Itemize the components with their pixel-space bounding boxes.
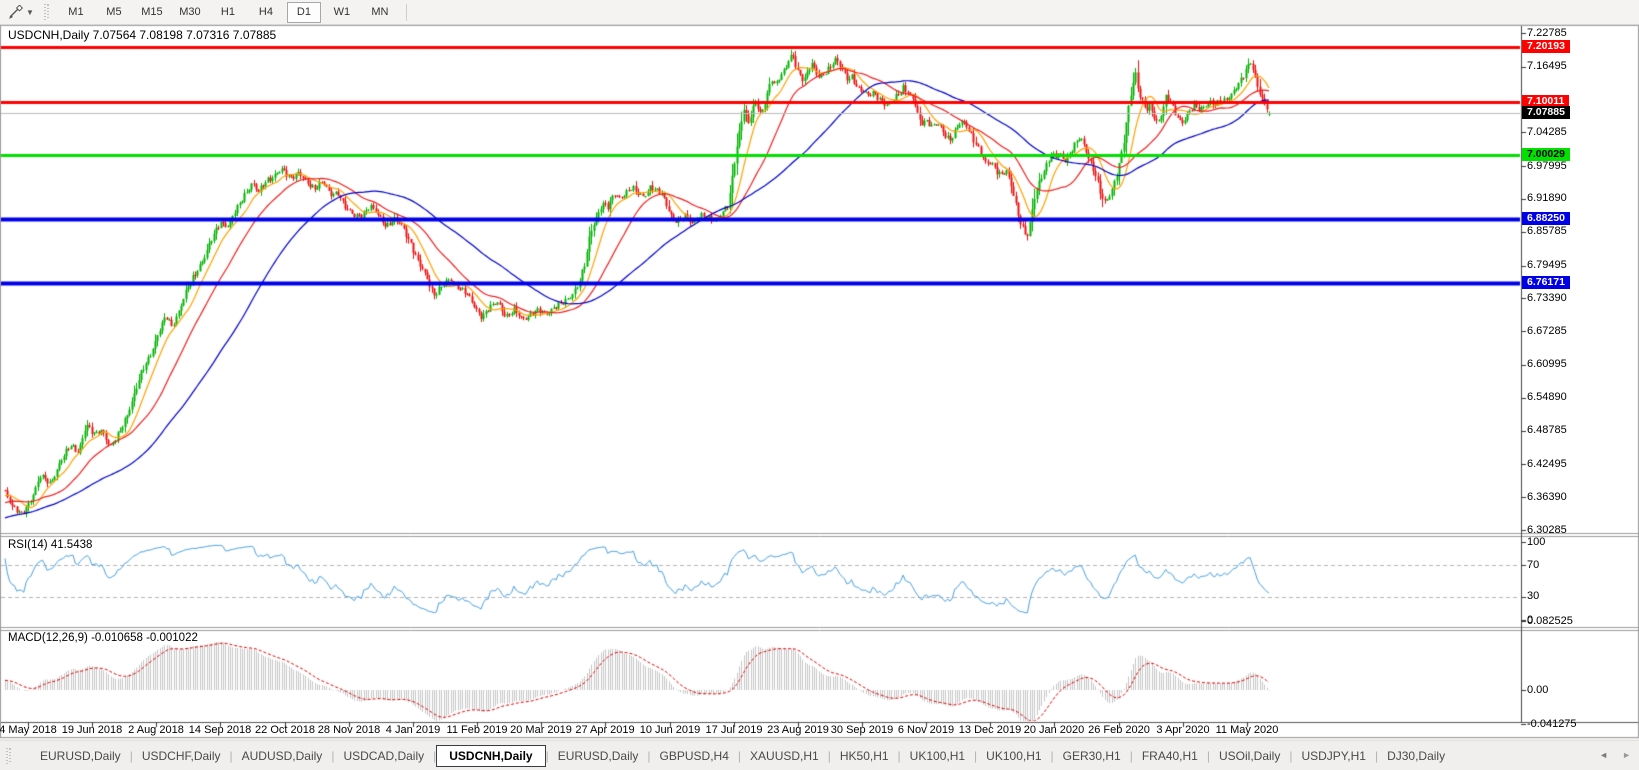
tab-separator: | (897, 748, 901, 763)
timeframe-toolbar: ▼ M1 M5 M15 M30 H1 H4 D1 W1 MN (0, 0, 1639, 25)
tab-scroll-left-button[interactable]: ◄ (1599, 750, 1609, 760)
chart-tab-usdjpy-h1[interactable]: USDJPY,H1 (1301, 748, 1366, 763)
toolbar-grip (43, 4, 49, 20)
timeframe-button-m15[interactable]: M15 (141, 6, 163, 18)
tab-separator: | (331, 748, 335, 763)
chart-tab-bar: EURUSD,Daily | USDCHF,Daily | AUDUSD,Daily | U… (0, 740, 1639, 770)
chart-tab-uk100-h1[interactable]: UK100,H1 (986, 748, 1042, 763)
tab-separator: | (1374, 748, 1379, 763)
tab-scroll-right-button[interactable]: ► (1622, 750, 1631, 760)
timeframe-button-m1[interactable]: M1 (68, 6, 84, 18)
tab-separator: | (1129, 748, 1133, 763)
chart-tab-usdchf-daily[interactable]: USDCHF,Daily (141, 748, 221, 763)
chart-tab-usoil-daily[interactable]: USOil,Daily (1218, 748, 1281, 763)
line-studies-tool-button[interactable]: ▼ (4, 2, 38, 22)
chart-tab-usdcnh-daily[interactable]: USDCNH,Daily (436, 744, 546, 767)
chart-tab-eurusd-daily[interactable]: EURUSD,Daily (40, 748, 121, 763)
tab-separator: | (433, 748, 437, 763)
dropdown-arrow-icon: ▼ (26, 7, 34, 17)
timeframe-button-h4[interactable]: H4 (258, 6, 273, 18)
chart-tab-xauusd-h1[interactable]: XAUUSD,H1 (750, 748, 819, 763)
timeframe-button-m5[interactable]: M5 (106, 6, 122, 18)
tab-separator: | (1206, 748, 1210, 763)
chart-tab-ger30-h1[interactable]: GER30,H1 (1062, 748, 1121, 763)
toolbar-separator (405, 3, 407, 21)
chart-tab-uk100-h1[interactable]: UK100,H1 (909, 748, 966, 763)
tab-separator: | (974, 748, 978, 763)
timeframe-button-h1[interactable]: H1 (220, 6, 235, 18)
chart-tab-eurusd-daily[interactable]: EURUSD,Daily (557, 748, 639, 763)
chart-tab-hk50-h1[interactable]: HK50,H1 (839, 748, 889, 763)
tab-separator: | (1050, 748, 1054, 763)
chart-tab-gbpusd-h4[interactable]: GBPUSD,H4 (659, 748, 729, 763)
timeframe-button-m30[interactable]: M30 (179, 6, 201, 18)
tab-separator: | (827, 748, 831, 763)
tabbar-grip (6, 747, 11, 764)
chart-tab-usdcad-daily[interactable]: USDCAD,Daily (343, 748, 425, 763)
chart-tab-fra40-h1[interactable]: FRA40,H1 (1141, 748, 1198, 763)
tab-separator: | (647, 748, 651, 763)
tab-separator: | (737, 748, 742, 763)
timeframe-button-w1[interactable]: W1 (333, 6, 351, 18)
timeframe-button-mn[interactable]: MN (371, 6, 389, 18)
tab-separator: | (1289, 748, 1293, 763)
tab-separator: | (229, 748, 233, 763)
chart-tab-audusd-daily[interactable]: AUDUSD,Daily (241, 748, 323, 763)
timeframe-button-d1[interactable]: D1 (286, 1, 321, 23)
tab-separator: | (129, 748, 133, 763)
chart-tab-dj30-daily[interactable]: DJ30,Daily (1387, 748, 1446, 763)
tab-separator: | (545, 748, 549, 763)
crosshair-pointer-icon (8, 4, 23, 20)
